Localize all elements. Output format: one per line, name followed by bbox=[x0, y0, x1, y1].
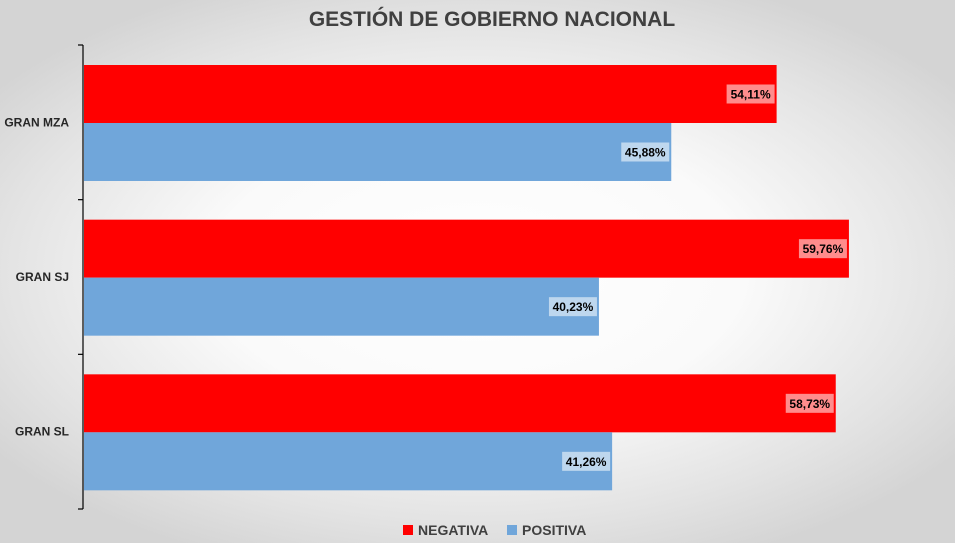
legend-label-positiva: POSITIVA bbox=[522, 522, 586, 538]
category-label: GRAN MZA bbox=[4, 115, 69, 129]
chart-title: GESTIÓN DE GOBIERNO NACIONAL bbox=[309, 7, 676, 31]
data-label: 54,11% bbox=[731, 88, 771, 102]
data-label: 59,76% bbox=[803, 242, 844, 256]
legend-swatch-negativa bbox=[403, 525, 413, 535]
legend-swatch-positiva bbox=[507, 525, 517, 535]
bar-negativa bbox=[84, 219, 849, 278]
bar-positiva bbox=[84, 432, 613, 491]
data-label-box bbox=[562, 451, 611, 471]
data-label: 40,23% bbox=[553, 300, 594, 314]
data-label: 58,73% bbox=[789, 397, 830, 411]
data-labels: 54,11% 45,88% 59,76% 40,23% 58,73% 41,26% bbox=[548, 84, 847, 471]
data-label-box bbox=[726, 84, 775, 104]
data-label: 45,88% bbox=[625, 146, 666, 160]
data-label-box bbox=[798, 239, 847, 259]
legend-label-negativa: NEGATIVA bbox=[418, 522, 488, 538]
data-label: 41,26% bbox=[566, 455, 607, 469]
category-axis: GRAN MZA GRAN SJ GRAN SL bbox=[4, 44, 84, 510]
bars bbox=[84, 65, 849, 491]
bar-negativa bbox=[84, 65, 777, 123]
bar-negativa bbox=[84, 374, 836, 433]
data-label-box bbox=[621, 142, 670, 162]
bar-positiva bbox=[84, 123, 672, 181]
category-label: GRAN SL bbox=[15, 425, 69, 439]
category-label: GRAN SJ bbox=[16, 270, 69, 284]
data-label-box bbox=[548, 297, 597, 317]
legend: NEGATIVA POSITIVA bbox=[403, 522, 586, 538]
bar-positiva bbox=[84, 277, 599, 336]
data-label-box bbox=[785, 393, 834, 413]
